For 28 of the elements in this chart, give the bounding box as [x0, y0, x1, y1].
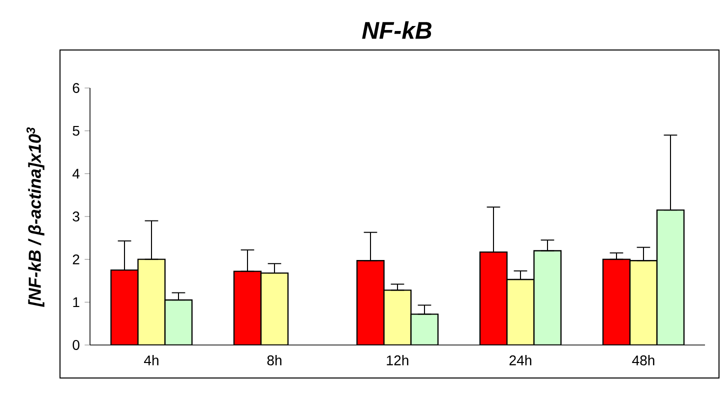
bar: [137, 258, 166, 345]
bar: [260, 272, 289, 345]
y-tick-label: 6: [72, 83, 80, 93]
x-tick-label: 8h: [267, 355, 282, 366]
y-axis-title: [NF-kB / β-actina]x10$^{3}$: [26, 127, 44, 307]
y-tick-label: 3: [72, 212, 80, 222]
bar: [533, 250, 562, 345]
bar: [656, 209, 685, 345]
bar: [110, 269, 139, 345]
y-tick-label: 0: [72, 340, 80, 350]
bar: [383, 290, 412, 345]
y-tick-label: 4: [72, 168, 80, 178]
bar: [602, 258, 631, 345]
y-tick-label: 2: [72, 254, 80, 264]
x-tick-label: 4h: [144, 355, 158, 366]
chart-title: NF-kB: [362, 21, 432, 39]
y-tick-label: 5: [72, 126, 80, 136]
bar: [629, 260, 658, 345]
y-tick-label: 1: [73, 297, 80, 307]
bar: [233, 270, 262, 345]
x-tick-label: 48h: [632, 355, 654, 366]
bar: [410, 314, 439, 345]
bar: [356, 260, 385, 345]
bar: [506, 278, 535, 345]
x-tick-label: 12h: [386, 355, 408, 366]
x-tick-label: 24h: [510, 355, 532, 366]
bar: [164, 299, 193, 345]
bar: [479, 251, 508, 345]
